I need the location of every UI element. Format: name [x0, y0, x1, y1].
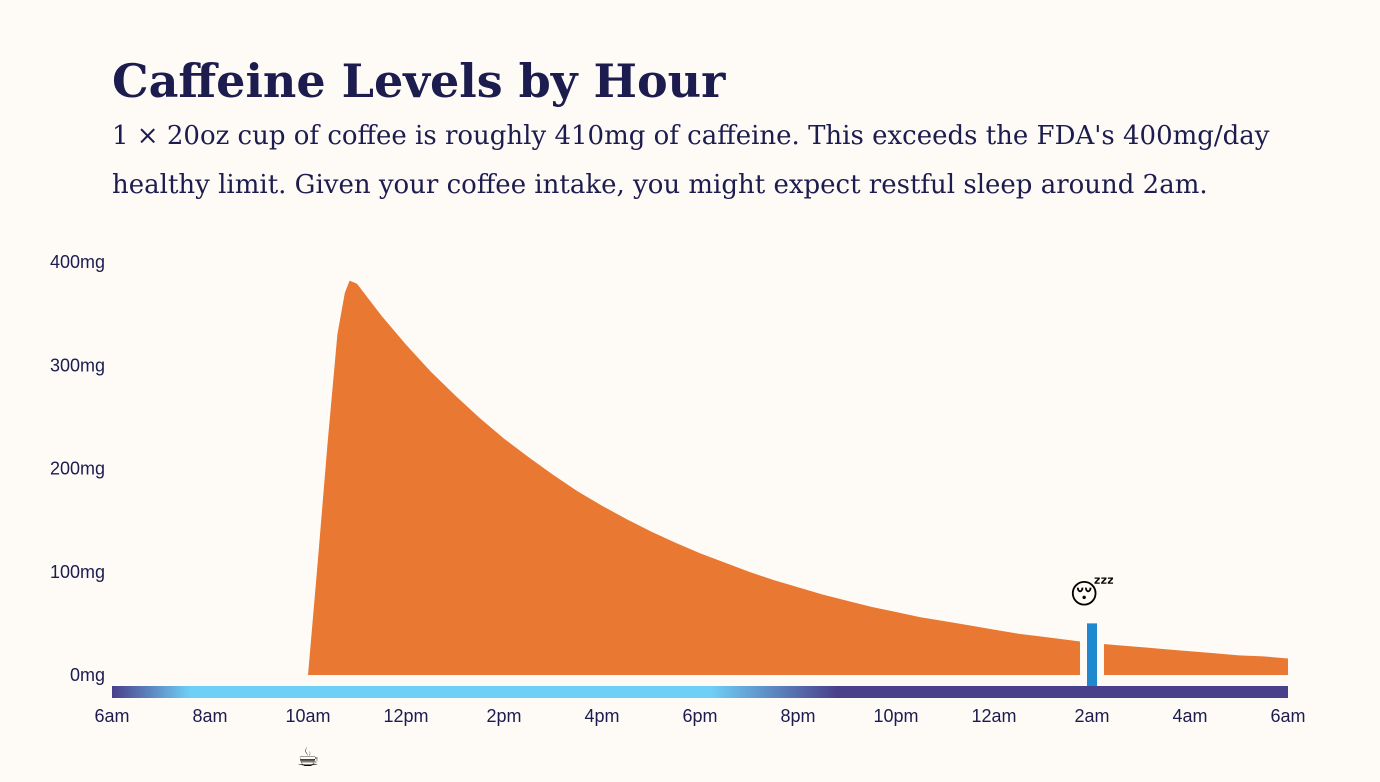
- x-tick-label: 6pm: [682, 706, 717, 726]
- x-tick-label: 8am: [192, 706, 227, 726]
- area-layer: [308, 280, 1288, 675]
- y-tick-label: 100mg: [50, 562, 105, 582]
- subtitle-line-1: 1 × 20oz cup of coffee is roughly 410mg …: [112, 121, 1270, 151]
- y-tick-label: 0mg: [70, 665, 105, 685]
- x-tick-label: 2pm: [486, 706, 521, 726]
- chart-title: Caffeine Levels by Hour: [112, 54, 726, 108]
- x-tick-label: 10am: [285, 706, 330, 726]
- sleep-gap: [1080, 242, 1104, 677]
- caffeine-area: [308, 280, 1288, 675]
- sleeping-face-icon: 😴: [1070, 577, 1115, 610]
- coffee-cup-icon: ☕: [296, 743, 319, 773]
- daylight-bar: [112, 686, 1288, 698]
- x-tick-label: 6am: [94, 706, 129, 726]
- sleep-marker-bar: [1087, 623, 1097, 698]
- y-tick-label: 200mg: [50, 459, 105, 479]
- x-tick-label: 4am: [1172, 706, 1207, 726]
- marker-layer: 😴: [1070, 242, 1115, 698]
- x-tick-label: 6am: [1270, 706, 1305, 726]
- x-tick-label: 12pm: [383, 706, 428, 726]
- y-tick-label: 400mg: [50, 252, 105, 272]
- y-axis: 0mg 100mg 200mg 300mg 400mg: [50, 252, 105, 685]
- chart-subtitle: 1 × 20oz cup of coffee is roughly 410mg …: [112, 112, 1292, 210]
- x-tick-label: 8pm: [780, 706, 815, 726]
- x-tick-label: 10pm: [873, 706, 918, 726]
- y-tick-label: 300mg: [50, 355, 105, 375]
- subtitle-line-2: healthy limit. Given your coffee intake,…: [112, 170, 1208, 200]
- x-tick-label: 2am: [1074, 706, 1109, 726]
- x-tick-label: 4pm: [584, 706, 619, 726]
- x-axis: 6am 8am 10am 12pm 2pm 4pm 6pm 8pm 10pm 12am 2am 4am…: [94, 686, 1306, 773]
- x-tick-label: 12am: [971, 706, 1016, 726]
